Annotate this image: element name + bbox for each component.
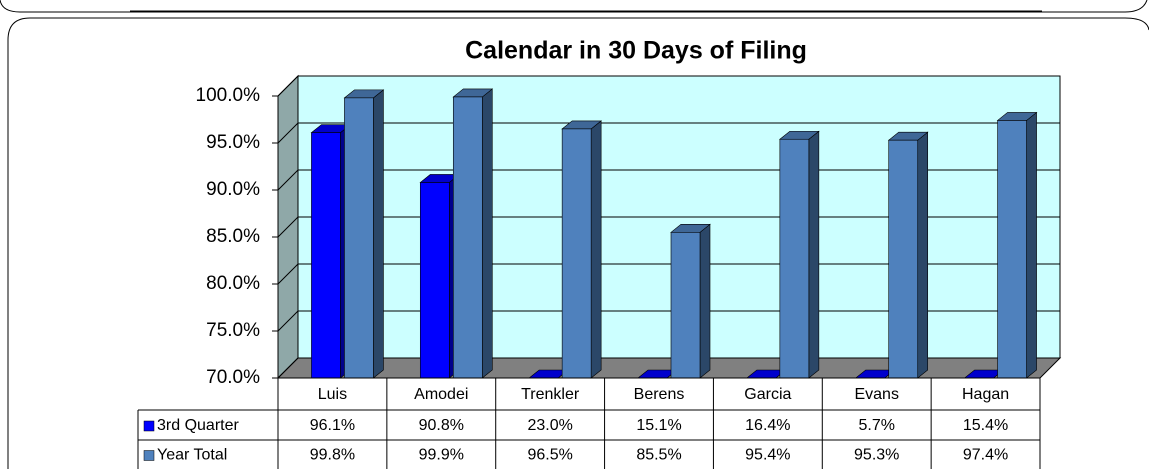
- y-tick-label: 90.0%: [206, 179, 260, 200]
- table-value: 97.4%: [963, 447, 1008, 464]
- legend-key: [143, 450, 155, 461]
- y-tick-label: 95.0%: [206, 132, 260, 153]
- grid-line: [277, 122, 1060, 144]
- legend-label: 3rd Quarter: [157, 417, 239, 434]
- x-tick-label: Hagan: [962, 386, 1009, 403]
- bar: [561, 128, 592, 379]
- bar-side: [699, 223, 711, 379]
- y-tick-label: 80.0%: [206, 273, 260, 294]
- bar: [344, 97, 374, 379]
- table-value: 16.4%: [745, 417, 790, 434]
- table-value: 15.4%: [963, 417, 1008, 434]
- bar: [419, 182, 450, 379]
- x-tick-label: Luis: [318, 386, 347, 403]
- bar: [997, 120, 1027, 379]
- panel-border: [7, 17, 1149, 469]
- table-value: 96.1%: [310, 417, 355, 434]
- table-value: 99.9%: [419, 447, 464, 464]
- legend-label: Year Total: [157, 447, 227, 464]
- bar-side: [590, 120, 602, 379]
- prev-panel-border: [0, 0, 1148, 13]
- bar-side: [917, 131, 929, 379]
- chart-title: Calendar in 30 Days of Filing: [465, 37, 807, 65]
- bar: [670, 232, 701, 379]
- bar-side: [373, 89, 384, 379]
- table-value: 96.5%: [527, 447, 572, 464]
- y-tick-label: 85.0%: [206, 226, 260, 247]
- x-tick-label: Evans: [854, 386, 898, 403]
- table-value: 15.1%: [636, 417, 681, 434]
- bar: [779, 138, 810, 379]
- x-tick-label: Berens: [634, 386, 685, 403]
- x-tick-label: Amodei: [414, 386, 468, 403]
- bar-side: [808, 130, 820, 379]
- y-tick-label: 70.0%: [206, 367, 260, 388]
- table-value: 23.0%: [527, 417, 572, 434]
- y-tick-label: 100.0%: [196, 85, 261, 106]
- table-value: 85.5%: [636, 447, 681, 464]
- legend-key: [143, 420, 155, 432]
- table-value: 99.8%: [310, 447, 355, 464]
- table-value: 95.4%: [745, 447, 790, 464]
- bar: [452, 96, 483, 379]
- grid-line: [277, 75, 1060, 97]
- y-tick-label: 75.0%: [206, 320, 260, 341]
- bar-side: [481, 88, 493, 379]
- bar: [311, 132, 341, 379]
- table-value: 5.7%: [858, 417, 894, 434]
- x-tick-label: Garcia: [744, 386, 791, 403]
- x-tick-label: Trenkler: [521, 386, 580, 403]
- bar: [888, 139, 919, 379]
- table-value: 95.3%: [854, 447, 899, 464]
- bar-side: [1026, 111, 1037, 379]
- table-value: 90.8%: [419, 417, 464, 434]
